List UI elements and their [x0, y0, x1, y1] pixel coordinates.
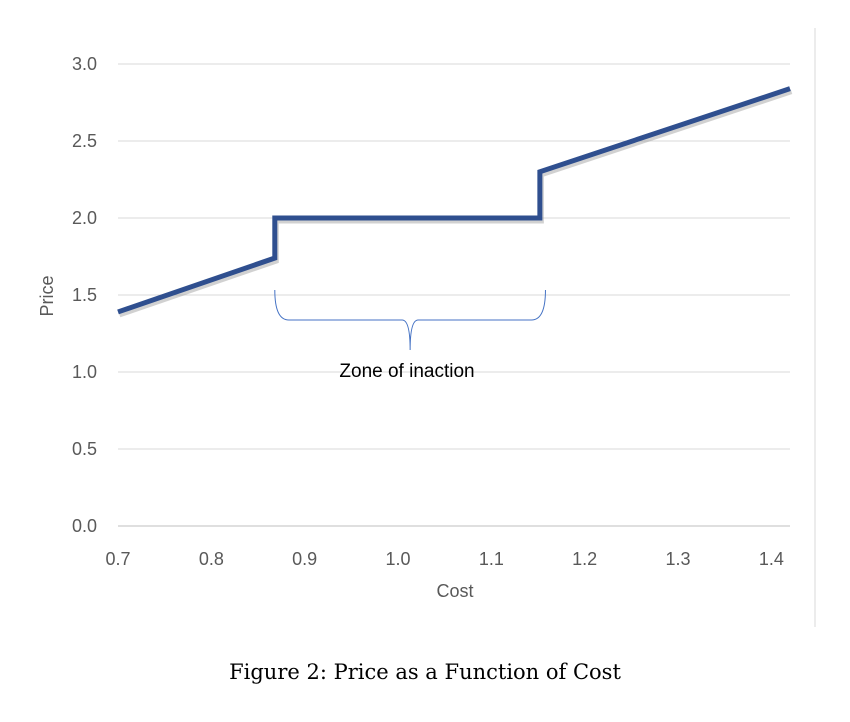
annotation-label: Zone of inaction	[339, 361, 474, 382]
price-cost-chart: 0.0 0.5 1.0 1.5 2.0 2.5 3.0 0.7 0.8 0.9 1.0 1.1 1.2…	[37, 28, 816, 627]
brace-annotation	[274, 289, 546, 351]
y-tick-label: 0.5	[72, 439, 97, 459]
series-line	[117, 86, 791, 315]
y-axis-title: Price	[37, 275, 57, 316]
y-tick-label: 1.0	[72, 362, 97, 382]
gridlines	[118, 63, 790, 450]
y-tick-labels: 0.0 0.5 1.0 1.5 2.0 2.5 3.0	[72, 54, 97, 536]
x-tick-label: 0.9	[292, 549, 317, 569]
x-axis-title: Cost	[436, 581, 473, 601]
y-tick-label: 0.0	[72, 516, 97, 536]
x-tick-label: 1.4	[759, 549, 784, 569]
figure-caption: Figure 2: Price as a Function of Cost	[229, 660, 621, 684]
x-tick-label: 1.3	[665, 549, 690, 569]
y-tick-label: 3.0	[72, 54, 97, 74]
series-line-shadow	[118, 89, 793, 318]
series-group	[117, 86, 793, 318]
y-tick-label: 1.5	[72, 285, 97, 305]
x-tick-labels: 0.7 0.8 0.9 1.0 1.1 1.2 1.3 1.4	[105, 549, 783, 569]
x-tick-label: 0.7	[105, 549, 130, 569]
y-tick-label: 2.0	[72, 208, 97, 228]
y-tick-label: 2.5	[72, 131, 97, 151]
x-tick-label: 1.1	[479, 549, 504, 569]
x-tick-label: 1.0	[385, 549, 410, 569]
annotation-group: Zone of inaction	[274, 289, 546, 382]
x-tick-label: 0.8	[199, 549, 224, 569]
x-tick-label: 1.2	[572, 549, 597, 569]
